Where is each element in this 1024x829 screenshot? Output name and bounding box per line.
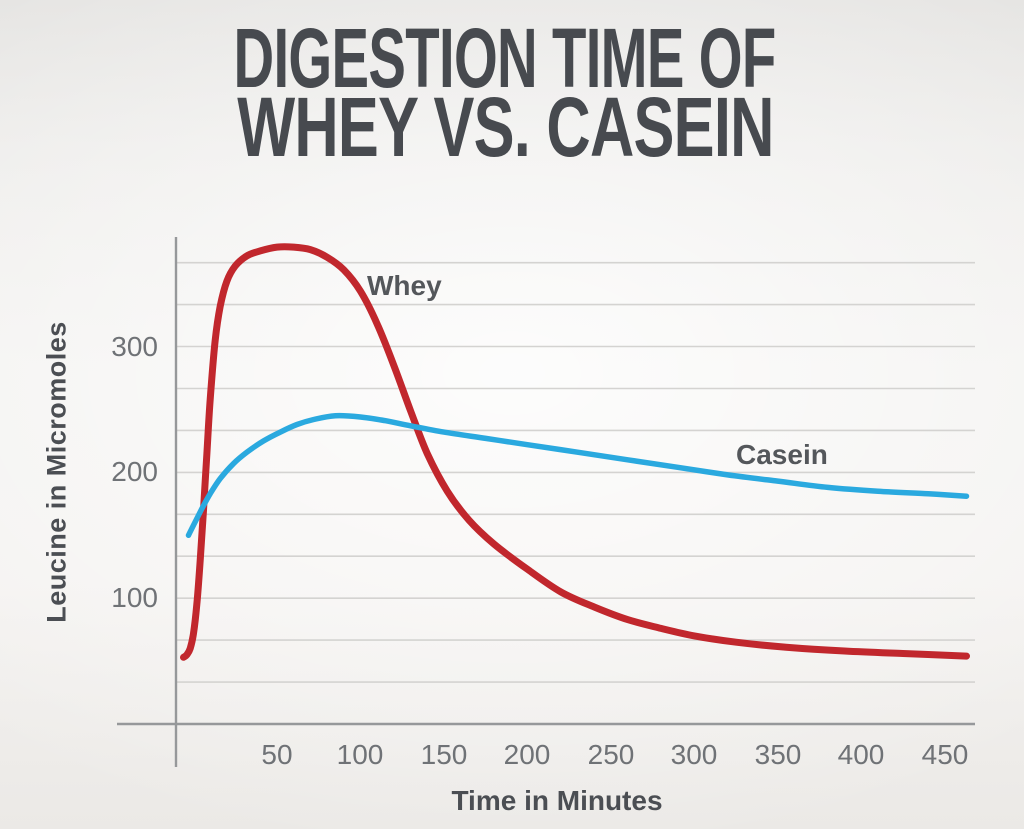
title-line-2: WHEY VS. CASEIN <box>236 80 774 174</box>
x-axis-title: Time in Minutes <box>451 785 663 816</box>
casein-series-label: Casein <box>736 439 828 470</box>
y-tick-label: 300 <box>111 331 158 362</box>
x-tick-label: 350 <box>754 739 802 770</box>
x-tick-label: 150 <box>420 739 468 770</box>
y-tick-label: 100 <box>111 582 158 613</box>
chart-title: DIGESTION TIME OF WHEY VS. CASEIN <box>0 11 1010 174</box>
x-tick-label: 300 <box>670 739 718 770</box>
x-tick-label: 400 <box>837 739 885 770</box>
casein-curve <box>185 412 970 539</box>
x-tick-label: 250 <box>587 739 635 770</box>
x-tick-label: 50 <box>261 739 293 770</box>
x-tick-label: 200 <box>503 739 551 770</box>
x-tick-label: 100 <box>336 739 384 770</box>
title-line-1: DIGESTION TIME OF <box>233 11 777 105</box>
y-tick-label: 200 <box>111 456 158 487</box>
whey-series-label: Whey <box>367 270 442 301</box>
whey-curve <box>180 243 970 661</box>
x-tick-label: 450 <box>921 739 969 770</box>
